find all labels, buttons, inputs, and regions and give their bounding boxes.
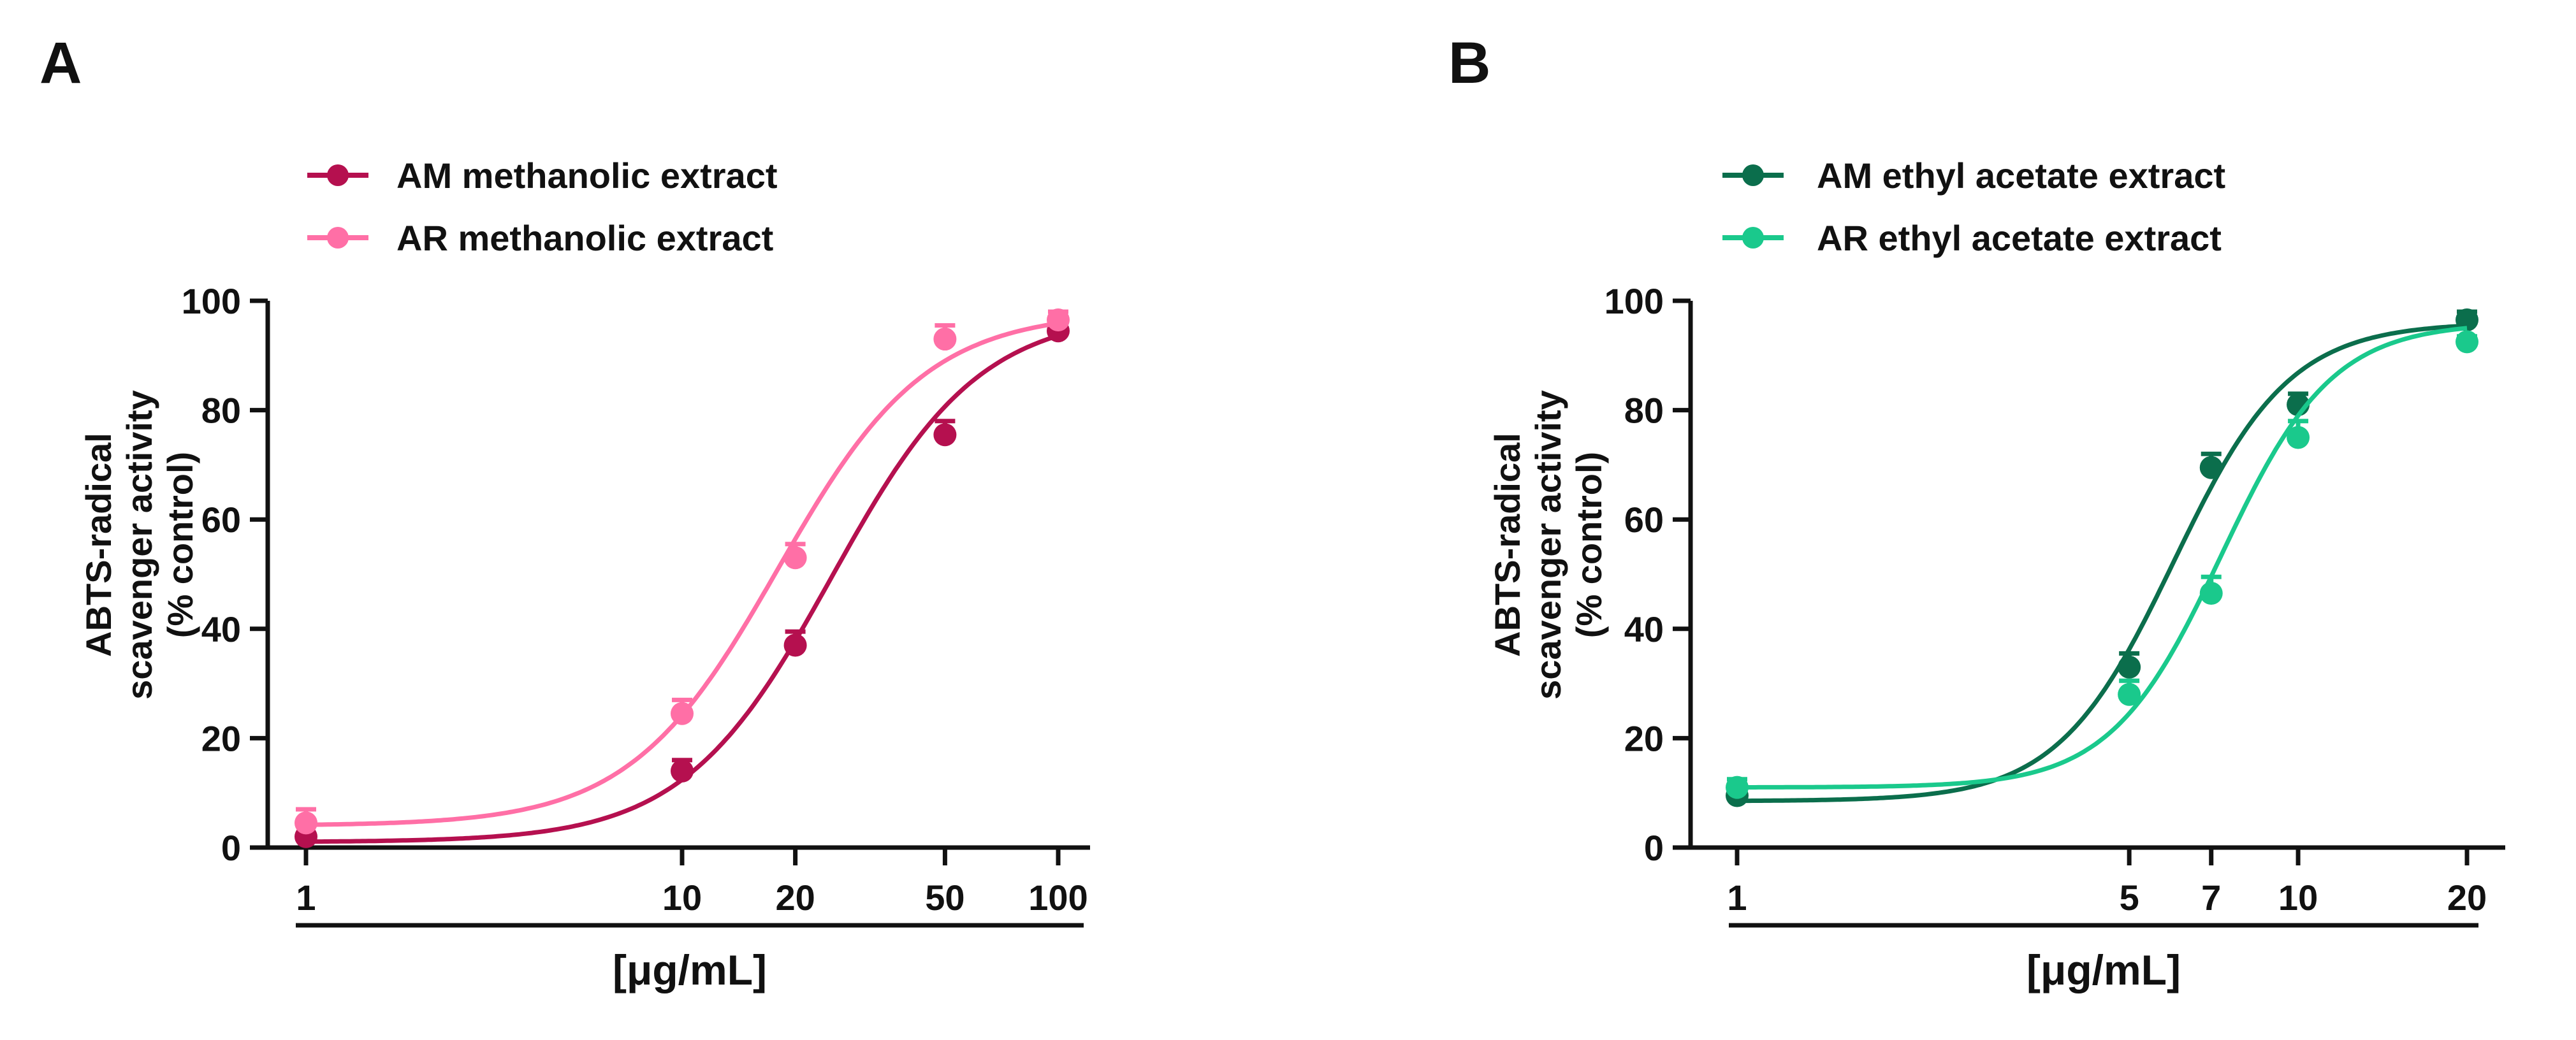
data-point [671, 759, 694, 783]
panel-b: B AM ethyl acetate extract AR ethyl acet… [1448, 31, 2505, 993]
x-tick-label: 1 [1727, 877, 1747, 918]
y-axis-title-b: ABTS-radical scavenger activity (% contr… [1487, 390, 1609, 700]
series-am-methanolic-extract [295, 319, 1070, 848]
fit-curve-ar-methanolic-extract [305, 321, 1059, 827]
legend-marker-ar-ethyl-acetate [1742, 227, 1764, 249]
y-axis-title-line-1: ABTS-radical [1487, 433, 1527, 657]
series-group-a [295, 308, 1070, 848]
data-point [295, 811, 317, 835]
y-axis-title-line-3: (% control) [1569, 452, 1609, 638]
y-axis-title-line-2: scavenger activity [1528, 390, 1568, 700]
legend-b: AM ethyl acetate extract AR ethyl acetat… [1722, 155, 2225, 258]
x-tick-label: 10 [662, 877, 702, 918]
x-tick-label: 5 [2120, 877, 2139, 918]
data-point [2287, 426, 2310, 449]
fit-curve-ar-ethyl-acetate-extract [1737, 326, 2468, 790]
series-ar-methanolic-extract [295, 308, 1070, 835]
y-tick-label: 60 [201, 500, 241, 540]
legend-label-am-ethyl-acetate: AM ethyl acetate extract [1817, 155, 2225, 196]
panel-letter-b: B [1448, 31, 1490, 96]
y-axis-title-line-1: ABTS-radical [78, 433, 119, 657]
data-point [2199, 582, 2223, 605]
data-point [933, 423, 957, 447]
x-ticks-b: 1 5 7 10 20 [1727, 848, 2487, 918]
legend-label-ar-methanolic: AR methanolic extract [397, 218, 773, 258]
y-tick-label: 100 [1605, 281, 1664, 321]
series-am-ethyl-acetate-extract [1726, 308, 2478, 807]
y-tick-label: 20 [1624, 718, 1664, 758]
x-axis-title-a: [μg/mL] [613, 946, 767, 993]
y-axis-title-line-3: (% control) [160, 452, 200, 638]
y-ticks-a: 0 20 40 60 80 100 [182, 281, 268, 868]
y-axis-title-a: ABTS-radical scavenger activity (% contr… [78, 390, 200, 700]
legend-marker-ar-methanolic [327, 227, 349, 249]
y-ticks-b: 0 20 40 60 80 100 [1605, 281, 1691, 868]
data-point [783, 546, 807, 570]
data-point [2118, 655, 2141, 679]
y-tick-label: 100 [182, 281, 241, 321]
y-tick-label: 60 [1624, 500, 1664, 540]
fit-curve-am-ethyl-acetate-extract [1736, 323, 2468, 804]
data-point [933, 328, 957, 351]
data-point [671, 702, 694, 725]
x-tick-label: 7 [2201, 877, 2221, 918]
data-point [1047, 308, 1070, 332]
data-point [2456, 308, 2478, 332]
data-point [2118, 682, 2141, 706]
y-tick-label: 40 [1624, 609, 1664, 649]
x-tick-label: 1 [296, 877, 316, 918]
legend-item-ar-ethyl-acetate: AR ethyl acetate extract [1722, 218, 2222, 258]
x-tick-label: 20 [2447, 877, 2487, 918]
x-tick-label: 10 [2278, 877, 2318, 918]
y-tick-label: 0 [221, 828, 241, 868]
series-ar-ethyl-acetate-extract [1726, 326, 2478, 799]
legend-marker-am-methanolic [327, 164, 349, 186]
x-ticks-a: 1 10 20 50 100 [296, 848, 1088, 918]
y-tick-label: 40 [201, 609, 241, 649]
legend-label-am-methanolic: AM methanolic extract [397, 155, 778, 196]
data-point [1726, 776, 1749, 799]
legend-label-ar-ethyl-acetate: AR ethyl acetate extract [1817, 218, 2222, 258]
data-point [2199, 456, 2223, 479]
panel-a: A AM methanolic extract AR methanolic ex… [40, 31, 1090, 993]
legend-item-am-ethyl-acetate: AM ethyl acetate extract [1722, 155, 2225, 196]
y-tick-label: 80 [201, 391, 241, 431]
data-point [783, 633, 807, 657]
y-tick-label: 20 [201, 718, 241, 758]
series-group-b [1726, 308, 2478, 807]
legend-a: AM methanolic extract AR methanolic extr… [307, 155, 778, 258]
legend-item-ar-methanolic: AR methanolic extract [307, 218, 773, 258]
data-point [2456, 330, 2478, 354]
x-axis-title-b: [μg/mL] [2027, 946, 2181, 993]
y-tick-label: 0 [1644, 828, 1664, 868]
x-tick-label: 100 [1028, 877, 1088, 918]
y-axis-title-line-2: scavenger activity [119, 390, 159, 700]
x-tick-label: 50 [925, 877, 964, 918]
x-tick-label: 20 [775, 877, 815, 918]
legend-item-am-methanolic: AM methanolic extract [307, 155, 778, 196]
panel-letter-a: A [40, 31, 82, 96]
legend-marker-am-ethyl-acetate [1742, 164, 1764, 186]
y-tick-label: 80 [1624, 391, 1664, 431]
